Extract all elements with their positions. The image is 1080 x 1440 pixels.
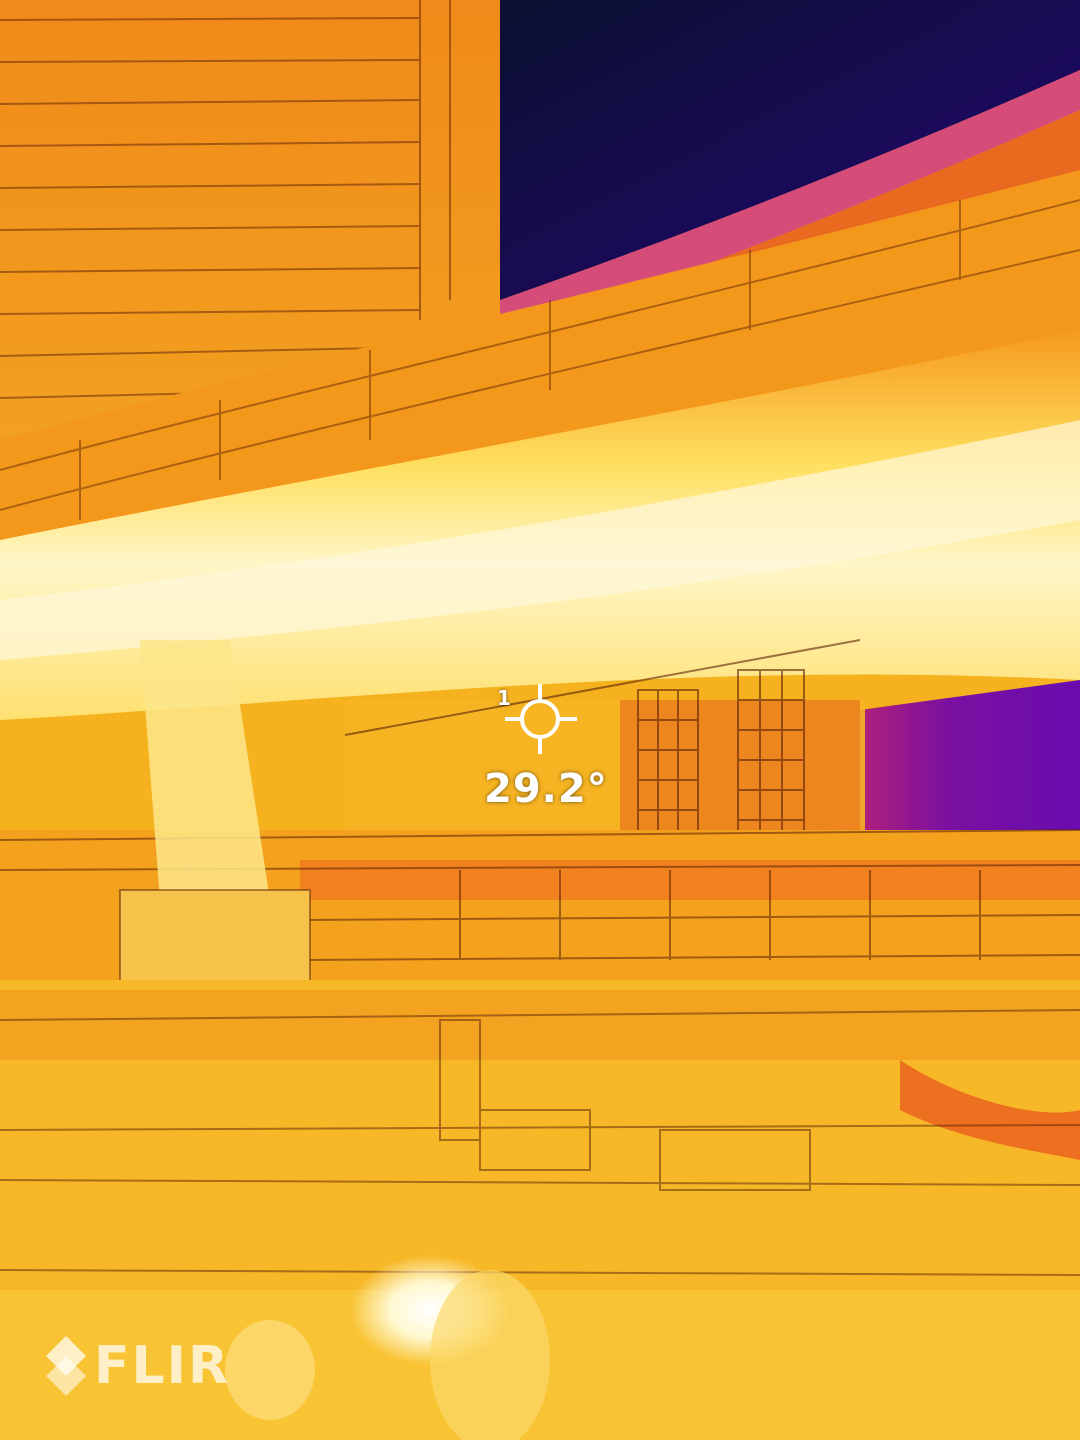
cold-glass-facade — [860, 680, 1080, 845]
canopy-roof — [0, 170, 1080, 540]
spot-marker-index: 1 — [497, 686, 511, 710]
building-floor-lines — [0, 0, 451, 399]
sky-region — [500, 0, 1080, 300]
flir-diamond-icon — [46, 1336, 86, 1396]
flir-logo-text: FLIR — [94, 1336, 231, 1396]
spot-temperature-readout: 29.2° — [484, 766, 608, 812]
flir-logo: FLIR — [44, 1334, 230, 1398]
